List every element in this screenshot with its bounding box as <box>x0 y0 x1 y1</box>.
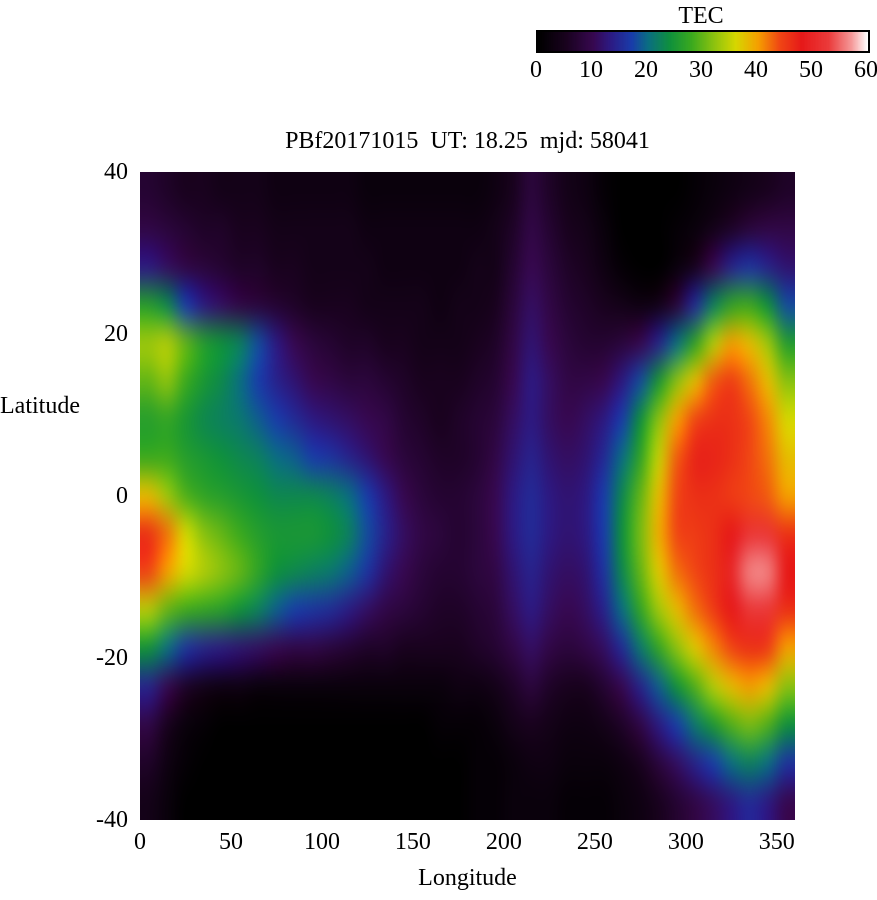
y-axis-label: Latitude <box>0 393 80 419</box>
x-tick-label: 250 <box>576 829 613 855</box>
y-tick-label: -20 <box>96 645 128 671</box>
x-tick-label: 350 <box>758 829 795 855</box>
colorbar-tick-label: 60 <box>854 57 877 83</box>
colorbar-title: TEC <box>678 3 724 29</box>
y-tick-label: 40 <box>104 159 128 185</box>
colorbar-tick-label: 10 <box>579 57 603 83</box>
colorbar-tick-label: 20 <box>634 57 658 83</box>
x-tick-label: 150 <box>394 829 431 855</box>
x-tick-label: 0 <box>134 829 146 855</box>
colorbar-tick-label: 40 <box>744 57 768 83</box>
y-tick-label: 0 <box>116 483 128 509</box>
tec-heatmap-canvas <box>140 172 795 820</box>
y-tick-label: -40 <box>96 807 128 833</box>
plot-title: PBf20171015 UT: 18.25 mjd: 58041 <box>285 128 650 154</box>
colorbar-tick-label: 30 <box>689 57 713 83</box>
x-tick-label: 100 <box>303 829 340 855</box>
x-tick-label: 300 <box>667 829 704 855</box>
colorbar-gradient <box>536 30 870 53</box>
y-tick-label: 20 <box>104 321 128 347</box>
x-axis-label: Longitude <box>418 865 517 891</box>
x-tick-label: 200 <box>485 829 522 855</box>
x-tick-label: 50 <box>218 829 243 855</box>
colorbar-tick-label: 0 <box>530 57 542 83</box>
colorbar-tick-label: 50 <box>799 57 823 83</box>
